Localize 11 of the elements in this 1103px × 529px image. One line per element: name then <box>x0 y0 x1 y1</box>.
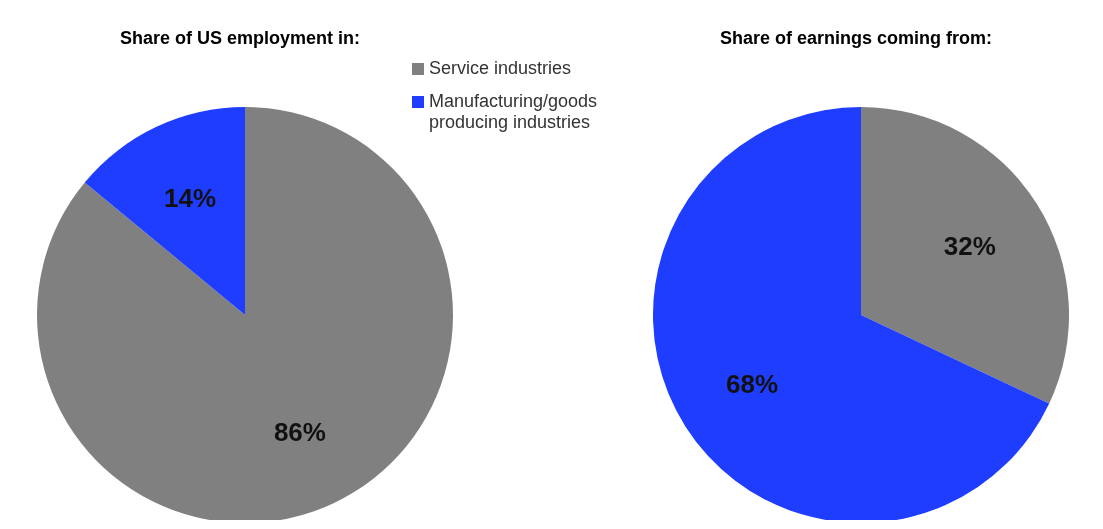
data-label: 14% <box>164 183 217 214</box>
data-label: 32% <box>943 230 996 261</box>
chart-title: Share of US employment in: <box>118 28 361 49</box>
data-label: 68% <box>726 369 779 400</box>
pie-slice <box>861 107 1069 404</box>
legend-label: Manufacturing/goods producing industries <box>429 91 599 133</box>
data-label: 86% <box>273 416 326 447</box>
chart-title: Share of earnings coming from: <box>718 28 993 49</box>
pie-slice <box>84 107 245 315</box>
legend-label: Service industries <box>429 58 572 79</box>
pie-slice <box>653 107 1050 520</box>
